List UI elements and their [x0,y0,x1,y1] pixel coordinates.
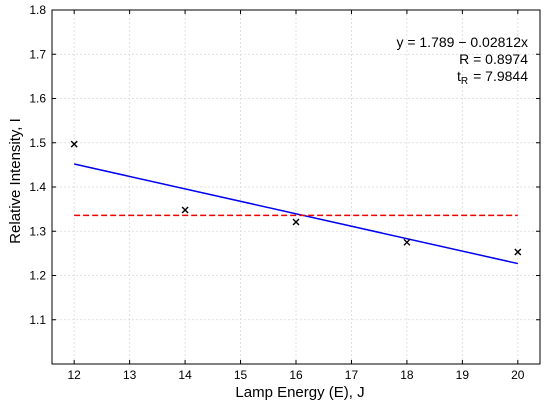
y-tick-label: 1.7 [29,47,46,61]
x-tick-label: 16 [289,368,303,382]
x-axis-label: Lamp Energy (E), J [235,384,364,401]
t-value: = 7.9844 [473,68,528,84]
data-point [292,218,300,226]
label-layer: Lamp Energy (E), J Relative Intensity, I… [7,34,528,401]
data-point [403,238,411,246]
y-tick-label: 1.1 [29,313,46,327]
x-tick-label: 20 [511,368,525,382]
t-symbol: t [457,68,461,84]
x-tick-label: 13 [123,368,137,382]
series-layer [70,140,522,265]
y-tick-label: 1.3 [29,224,46,238]
regression-equation: y = 1.789 − 0.02812x [396,34,528,50]
x-tick-label: 18 [400,368,414,382]
y-tick-label: 1.8 [29,3,46,17]
x-tick-label: 19 [456,368,470,382]
grid-layer [52,9,540,364]
y-axis-label: Relative Intensity, I [7,118,24,244]
regression-line [74,163,518,265]
x-tick-label: 17 [345,368,359,382]
t-subscript: R [461,76,468,87]
data-point [181,206,189,214]
data-point [514,248,522,256]
x-tick-label: 14 [178,368,192,382]
t-statistic: tR = 7.9844 [457,68,528,87]
y-tick-label: 1.2 [29,269,46,283]
axis-layer: 12 13 14 15 16 17 18 19 20 1.1 1.2 1.3 1.4 1.5 1.6 1.7 1… [29,3,541,382]
data-point [70,140,78,148]
y-tick-label: 1.5 [29,136,46,150]
x-tick-label: 15 [234,368,248,382]
r-value: R = 0.8974 [459,51,528,67]
y-tick-label: 1.6 [29,92,46,106]
x-tick-label: 12 [68,368,82,382]
y-tick-label: 1.4 [29,180,46,194]
